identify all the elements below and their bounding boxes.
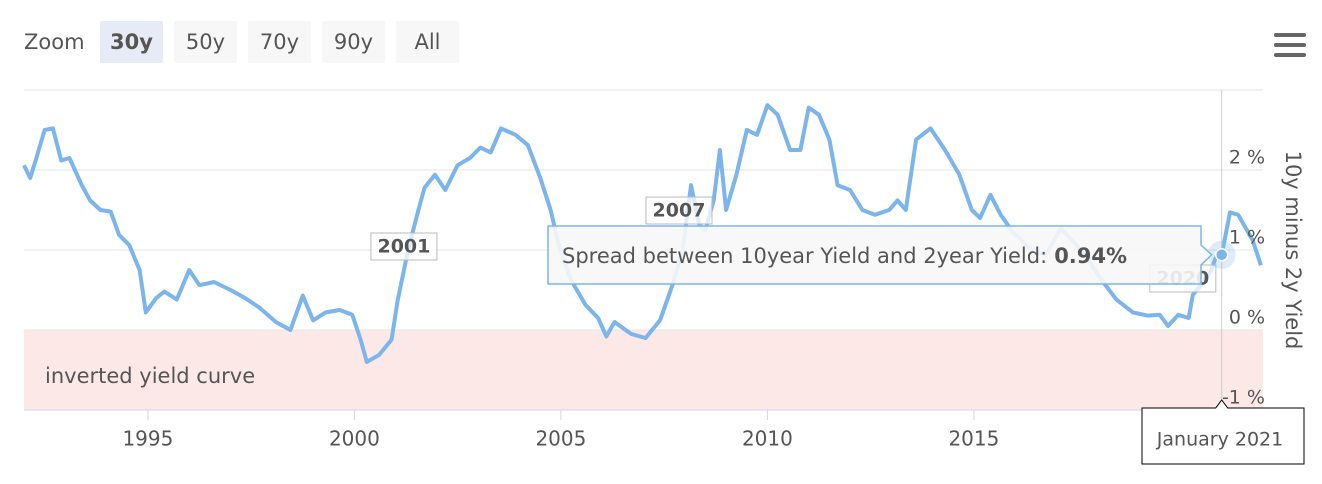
flag-box: [645, 196, 713, 225]
zoom-button-bg: [396, 21, 459, 63]
y-tick-label: -1 %: [1222, 387, 1265, 409]
zoom-button[interactable]: 70y: [248, 21, 311, 63]
zoom-button-label: 90y: [334, 30, 373, 54]
zoom-button-bg: [248, 21, 311, 63]
zoom-button-label: 30y: [110, 30, 153, 54]
zoom-button-bg: [174, 21, 237, 63]
flag-box: [370, 232, 438, 261]
y-tick-label: 0 %: [1229, 307, 1265, 329]
tooltip-box: [547, 225, 1213, 285]
tooltip-text: Spread between 10year Yield and 2year Yi…: [562, 244, 1127, 268]
hover-marker: [1214, 248, 1229, 262]
x-tick-label: 2000: [329, 427, 380, 451]
y-tick-label: 2 %: [1229, 147, 1265, 169]
x-tick-label: 2015: [948, 427, 999, 451]
tooltip-value: 0.94%: [1054, 244, 1127, 268]
zoom-button[interactable]: 30y: [100, 21, 163, 63]
y-tick-label: 1 %: [1229, 227, 1265, 249]
x-tick-label: 2010: [742, 427, 793, 451]
zoom-button[interactable]: 90y: [322, 21, 385, 63]
zoom-label: Zoom: [24, 30, 85, 54]
y-axis-title: 10y minus 2y Yield: [1281, 151, 1305, 350]
zoom-button-bg: [322, 21, 385, 63]
tooltip-label: Spread between 10year Yield and 2year Yi…: [562, 244, 1047, 268]
menu-bar: [1274, 43, 1306, 47]
flag-label: 2007: [653, 200, 706, 222]
flag: 2007: [645, 196, 713, 225]
crosshair-label: January 2021: [1156, 429, 1283, 451]
zoom-button[interactable]: 50y: [174, 21, 237, 63]
menu-icon[interactable]: [1274, 33, 1306, 57]
zoom-button[interactable]: All: [396, 21, 459, 63]
menu-bar: [1274, 33, 1306, 37]
x-tick-label: 2005: [535, 427, 586, 451]
menu-bar: [1274, 53, 1306, 57]
zoom-button-label: 50y: [186, 30, 225, 54]
zoom-button-label: All: [414, 30, 440, 54]
flag: 2001: [370, 232, 438, 261]
zoom-button-label: 70y: [260, 30, 299, 54]
flag-label: 2001: [377, 236, 430, 258]
plot-band: [24, 330, 1263, 410]
x-tick-label: 1995: [122, 427, 173, 451]
zoom-button-bg: [100, 21, 163, 63]
plot-band-label: inverted yield curve: [45, 364, 255, 388]
crosshair-label-box: [1141, 399, 1305, 465]
